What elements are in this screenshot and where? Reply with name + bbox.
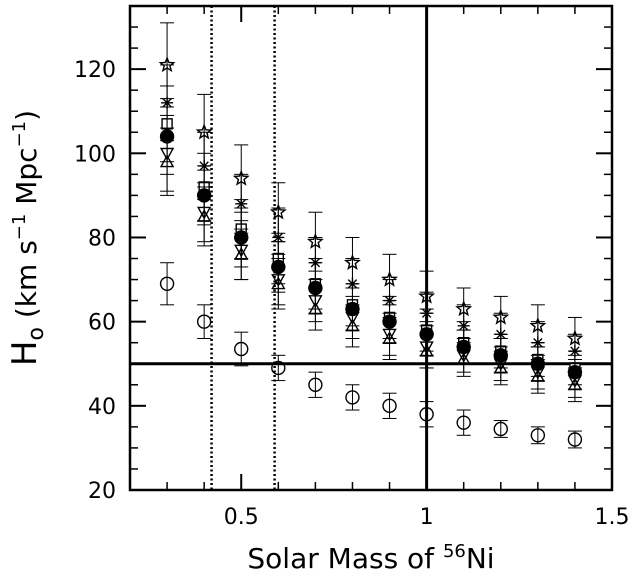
error-bar-open-circle-9 <box>493 420 508 438</box>
point-triangle-up-11 <box>567 377 583 391</box>
point-triangle-up-1 <box>196 208 212 222</box>
plot-layer <box>130 6 612 490</box>
error-bar-triangle-up-5 <box>345 304 360 348</box>
point-open-circle-1 <box>196 314 212 329</box>
error-bar-triangle-up-1 <box>197 186 212 247</box>
x-tick-label-1: 1 <box>420 505 434 530</box>
error-bar-triangle-up-11 <box>567 367 582 403</box>
error-bar-open-circle-5 <box>345 384 360 411</box>
point-triangle-up-5 <box>345 318 360 332</box>
point-open-circle-11 <box>567 432 583 447</box>
point-open-circle-7 <box>419 407 434 422</box>
error-bar-triangle-up-4 <box>308 287 323 331</box>
y-tick-label-2: 60 <box>88 311 116 336</box>
y-axis-label-units-mid: Mpc <box>10 147 43 213</box>
point-triangle-up-4 <box>308 301 323 315</box>
error-bar-open-circle-7 <box>419 401 434 428</box>
y-tick-label-0: 20 <box>88 479 116 504</box>
error-bar-open-circle-3 <box>271 354 286 382</box>
y-tick-label-3: 80 <box>88 226 116 251</box>
point-open-circle-2 <box>234 341 249 357</box>
series-square <box>160 85 582 386</box>
x-axis-label: Solar Mass of 56Ni <box>247 541 494 575</box>
point-open-circle-10 <box>530 428 546 443</box>
x-axis-label-sup: 56 <box>443 541 466 562</box>
x-tick-label-0: 0.5 <box>224 505 259 530</box>
error-bar-triangle-up-0 <box>160 127 175 196</box>
error-bar-open-circle-8 <box>456 409 471 436</box>
series-triangle-down <box>159 114 583 398</box>
point-open-circle-0 <box>159 276 175 291</box>
x-axis-label-text: Solar Mass of <box>247 542 443 575</box>
error-bar-open-circle-0 <box>160 262 175 306</box>
x-tick-label-2: 1.5 <box>595 505 630 530</box>
error-bar-open-circle-11 <box>567 430 582 449</box>
series-asterisk <box>160 64 582 369</box>
y-axis-label-units-post: ) <box>10 110 43 121</box>
y-tick-label-1: 40 <box>88 395 116 420</box>
error-bar-triangle-up-8 <box>456 342 471 377</box>
x-axis-label-tail: Ni <box>466 542 495 575</box>
error-bar-triangle-up-2 <box>234 228 249 281</box>
error-bar-open-circle-2 <box>234 331 249 367</box>
plot-frame <box>128 4 614 492</box>
point-triangle-up-9 <box>493 360 508 374</box>
error-bar-triangle-up-6 <box>382 316 397 361</box>
point-open-circle-4 <box>308 377 323 392</box>
y-tick-label-5: 120 <box>74 58 116 83</box>
axis-ticks: 0.5 1 1.5 20 40 60 80 100 120 <box>74 6 630 530</box>
point-triangle-up-0 <box>159 154 175 168</box>
point-open-circle-3 <box>271 360 286 376</box>
point-open-circle-5 <box>345 390 360 405</box>
point-triangle-up-8 <box>456 352 471 366</box>
y-axis-label-units-pre: (km s <box>10 240 43 327</box>
error-bar-triangle-up-10 <box>530 359 545 394</box>
error-bar-open-circle-1 <box>197 304 212 339</box>
series-filled-circle <box>159 98 583 390</box>
y-axis-label-sub: o <box>24 327 49 340</box>
point-triangle-up-6 <box>382 331 397 344</box>
y-axis-label-sup2: −1 <box>9 121 30 148</box>
error-bar-open-circle-10 <box>530 426 545 445</box>
series-open-circle <box>159 262 583 449</box>
error-bar-triangle-up-9 <box>493 350 508 386</box>
y-tick-label-4: 100 <box>74 142 116 167</box>
point-open-circle-9 <box>493 421 508 437</box>
point-triangle-up-3 <box>271 276 286 290</box>
point-triangle-up-2 <box>234 246 249 260</box>
error-bar-triangle-up-7 <box>419 333 434 369</box>
point-open-circle-8 <box>456 415 471 430</box>
y-axis-label-main: H <box>5 340 45 366</box>
point-open-circle-6 <box>382 398 397 414</box>
data-marks <box>158 22 584 449</box>
point-triangle-up-10 <box>530 368 546 382</box>
series-triangle-up <box>159 127 583 403</box>
series-star <box>158 22 584 361</box>
point-triangle-up-7 <box>419 343 434 357</box>
error-bar-open-circle-6 <box>382 392 397 419</box>
y-axis-label-sup1: −1 <box>9 214 30 241</box>
error-bar-open-circle-4 <box>308 371 323 398</box>
y-axis-label: Ho (km s−1 Mpc−1) <box>5 110 49 366</box>
error-bar-triangle-up-3 <box>271 258 286 310</box>
